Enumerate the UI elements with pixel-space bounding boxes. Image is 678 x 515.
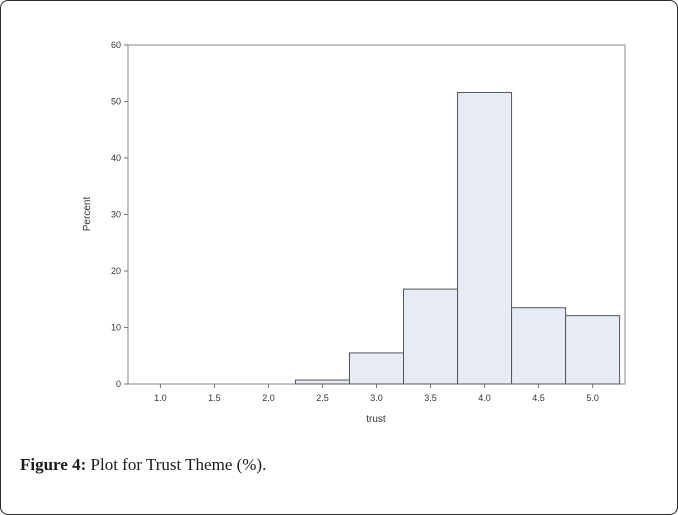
x-tick-label: 2.0 [262,393,275,403]
y-tick-label: 50 [111,97,121,107]
caption-lead: Figure 4: [20,455,87,474]
x-tick-label: 5.0 [586,393,599,403]
histogram-chart: 1.0 1.5 2.0 2.5 3.0 3.5 4.0 4.5 5.0 0 10 20 30 40 50 6… [82,40,626,425]
y-tick-label: 0 [116,379,121,389]
figure-caption: Figure 4: Plot for Trust Theme (%). [20,455,266,475]
y-axis: 0 10 20 30 40 50 60 [111,40,128,389]
x-tick-label: 4.0 [478,393,491,403]
histogram-bar [294,379,350,385]
y-tick-label: 60 [111,40,121,50]
caption-text: Plot for Trust Theme (%). [86,455,267,474]
histogram-bar [348,352,405,385]
histogram-bar [565,315,621,385]
y-axis-label: Percent [82,197,93,232]
y-tick-label: 30 [111,210,121,220]
x-tick-label: 3.0 [370,393,383,403]
x-axis: 1.0 1.5 2.0 2.5 3.0 3.5 4.0 4.5 5.0 [154,384,599,403]
y-tick-label: 10 [111,323,121,333]
x-tick-label: 2.5 [316,393,329,403]
histogram-bar [457,91,513,385]
x-axis-label: trust [366,414,386,425]
x-tick-label: 4.5 [532,393,545,403]
x-tick-label: 1.0 [154,393,167,403]
y-tick-label: 40 [111,153,121,163]
x-tick-label: 3.5 [424,393,437,403]
histogram-bar [511,307,567,385]
bars-group [294,91,621,385]
histogram-bar [403,288,459,385]
x-tick-label: 1.5 [208,393,221,403]
y-tick-label: 20 [111,266,121,276]
